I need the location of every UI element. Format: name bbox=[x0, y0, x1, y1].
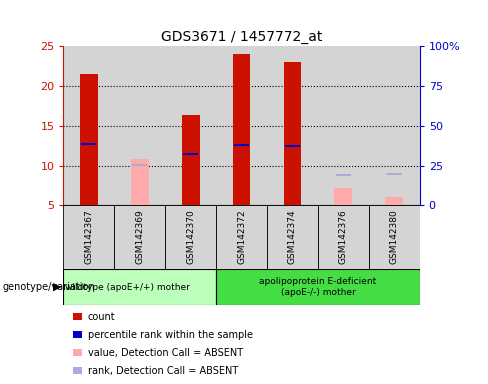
Text: count: count bbox=[88, 312, 116, 322]
Bar bbox=[63, 269, 216, 305]
Text: percentile rank within the sample: percentile rank within the sample bbox=[88, 330, 253, 340]
Bar bbox=[216, 205, 267, 269]
Text: wildtype (apoE+/+) mother: wildtype (apoE+/+) mother bbox=[64, 283, 189, 291]
Bar bbox=[369, 46, 420, 205]
Text: GSM142380: GSM142380 bbox=[390, 210, 399, 265]
Bar bbox=[63, 205, 114, 269]
Text: GSM142370: GSM142370 bbox=[186, 210, 195, 265]
Bar bbox=[318, 205, 369, 269]
Bar bbox=[386, 197, 403, 205]
Bar bbox=[63, 46, 114, 205]
Text: value, Detection Call = ABSENT: value, Detection Call = ABSENT bbox=[88, 348, 243, 358]
Title: GDS3671 / 1457772_at: GDS3671 / 1457772_at bbox=[161, 30, 322, 44]
Bar bbox=[80, 74, 98, 205]
Text: rank, Detection Call = ABSENT: rank, Detection Call = ABSENT bbox=[88, 366, 238, 376]
Text: apolipoprotein E-deficient
(apoE-/-) mother: apolipoprotein E-deficient (apoE-/-) mot… bbox=[259, 277, 377, 297]
Bar bbox=[334, 188, 352, 205]
Bar bbox=[131, 159, 149, 205]
Bar bbox=[165, 205, 216, 269]
Bar bbox=[114, 205, 165, 269]
Text: genotype/variation: genotype/variation bbox=[2, 282, 95, 292]
Bar bbox=[267, 46, 318, 205]
Bar bbox=[369, 205, 420, 269]
Bar bbox=[165, 46, 216, 205]
Bar bbox=[183, 152, 198, 155]
Text: GSM142367: GSM142367 bbox=[84, 210, 93, 265]
Text: GSM142376: GSM142376 bbox=[339, 210, 348, 265]
Bar bbox=[216, 269, 420, 305]
Bar bbox=[285, 144, 300, 147]
Bar bbox=[114, 46, 165, 205]
Bar bbox=[267, 205, 318, 269]
Bar bbox=[81, 143, 97, 145]
Text: GSM142372: GSM142372 bbox=[237, 210, 246, 265]
Text: ▶: ▶ bbox=[53, 282, 61, 292]
Bar bbox=[182, 116, 200, 205]
Bar bbox=[233, 54, 250, 205]
Text: GSM142374: GSM142374 bbox=[288, 210, 297, 265]
Bar bbox=[234, 144, 249, 146]
Text: GSM142369: GSM142369 bbox=[135, 210, 144, 265]
Bar bbox=[284, 62, 302, 205]
Bar bbox=[336, 174, 351, 176]
Bar bbox=[132, 164, 147, 166]
Bar bbox=[318, 46, 369, 205]
Bar bbox=[216, 46, 267, 205]
Bar bbox=[386, 173, 402, 175]
